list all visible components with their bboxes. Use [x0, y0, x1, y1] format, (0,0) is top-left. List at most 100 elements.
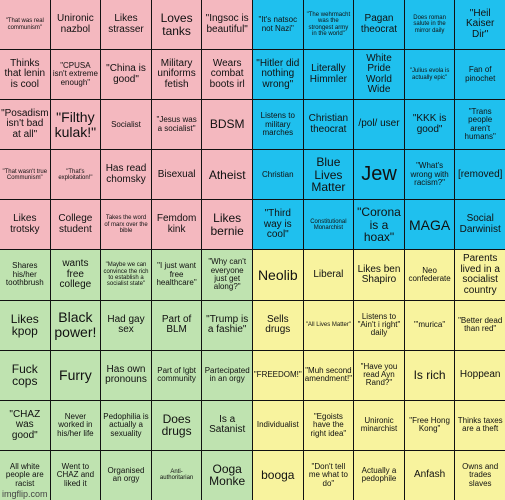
- bingo-cell: Thinks that lenin is cool: [0, 50, 50, 100]
- bingo-cell: "Jesus was a socialist": [151, 100, 202, 150]
- bingo-cell: Had gay sex: [101, 300, 151, 350]
- bingo-cell: Part of BLM: [151, 300, 202, 350]
- bingo-cell: Sells drugs: [252, 300, 303, 350]
- bingo-cell: Is a Satanist: [202, 400, 252, 450]
- bingo-cell: Furry: [50, 350, 101, 400]
- bingo-cell: Individualist: [252, 400, 303, 450]
- bingo-cell: Neo confederate: [404, 250, 455, 300]
- bingo-cell: Christian: [252, 150, 303, 200]
- bingo-cell: Likes strasser: [101, 0, 151, 50]
- bingo-cell: Blue Lives Matter: [303, 150, 354, 200]
- bingo-cell: MAGA: [404, 200, 455, 250]
- bingo-cell: Thinks taxes are a theft: [455, 400, 505, 450]
- bingo-cell: Literally Himmler: [303, 50, 354, 100]
- bingo-cell: Pagan theocrat: [354, 0, 404, 50]
- bingo-cell: Femdom kink: [151, 200, 202, 250]
- bingo-cell: "'murica": [404, 300, 455, 350]
- bingo-cell: Likes ben Shapiro: [354, 250, 404, 300]
- bingo-cell: Atheist: [202, 150, 252, 200]
- bingo-cell: Christian theocrat: [303, 100, 354, 150]
- bingo-cell: "It's natsoc not Nazi": [252, 0, 303, 50]
- bingo-cell: Shares his/her toothbrush: [0, 250, 50, 300]
- bingo-cell: "Have you read Ayn Rand?": [354, 350, 404, 400]
- bingo-cell: Unironic minarchist: [354, 400, 404, 450]
- bingo-cell: "The wehrmacht was the strongest army in…: [303, 0, 354, 50]
- bingo-cell: "Muh second amendment!": [303, 350, 354, 400]
- bingo-cell: Black power!: [50, 300, 101, 350]
- bingo-cell: College student: [50, 200, 101, 250]
- bingo-cell: Likes kpop: [0, 300, 50, 350]
- bingo-cell: Organised an orgy: [101, 450, 151, 500]
- bingo-cell: "China is good": [101, 50, 151, 100]
- bingo-cell: Fuck cops: [0, 350, 50, 400]
- bingo-cell: Bisexual: [151, 150, 202, 200]
- bingo-cell: "Julius evola is actually epic": [404, 50, 455, 100]
- bingo-cell: "CPUSA isn't extreme enough": [50, 50, 101, 100]
- bingo-cell: Social Darwinist: [455, 200, 505, 250]
- bingo-cell: Likes bernie: [202, 200, 252, 250]
- bingo-cell: "Ingsoc is beautiful": [202, 0, 252, 50]
- bingo-cell: "That was real communism": [0, 0, 50, 50]
- bingo-cell: "FREEDOM!": [252, 350, 303, 400]
- bingo-cell: "Corona is a hoax": [354, 200, 404, 250]
- bingo-cell: "Heil Kaiser Dir": [455, 0, 505, 50]
- bingo-cell: Liberal: [303, 250, 354, 300]
- bingo-cell: "Why can't everyone just get along?": [202, 250, 252, 300]
- bingo-cell: Pedophilia is actually a sexuality: [101, 400, 151, 450]
- bingo-cell: Ooga Monke: [202, 450, 252, 500]
- bingo-cell: Jew: [354, 150, 404, 200]
- bingo-cell: "Trump is a fashie": [202, 300, 252, 350]
- watermark: imgflip.com: [2, 489, 48, 499]
- bingo-cell: Has own pronouns: [101, 350, 151, 400]
- bingo-cell: Is rich: [404, 350, 455, 400]
- bingo-cell: Has read chomsky: [101, 150, 151, 200]
- bingo-cell: "CHAZ was good": [0, 400, 50, 450]
- bingo-cell: "What's wrong with racism?": [404, 150, 455, 200]
- bingo-cell: "That's exploitation!": [50, 150, 101, 200]
- bingo-cell: Owns and trades slaves: [455, 450, 505, 500]
- bingo-cell: White Pride World Wide: [354, 50, 404, 100]
- bingo-cell: Does roman salute in the mirror daily: [404, 0, 455, 50]
- bingo-cell: Went to CHAZ and liked it: [50, 450, 101, 500]
- bingo-cell: "Trans people aren't humans": [455, 100, 505, 150]
- bingo-cell: "Maybe we can convince the rich to estab…: [101, 250, 151, 300]
- bingo-cell: Likes trotsky: [0, 200, 50, 250]
- bingo-cell: wants free college: [50, 250, 101, 300]
- bingo-cell: Partecipated in an orgy: [202, 350, 252, 400]
- bingo-cell: All white people are racist: [0, 450, 50, 500]
- bingo-cell: Does drugs: [151, 400, 202, 450]
- bingo-cell: "Hitler did nothing wrong": [252, 50, 303, 100]
- bingo-cell: Takes the word of marx over the bible: [101, 200, 151, 250]
- bingo-cell: Parents lived in a socialist country: [455, 250, 505, 300]
- bingo-cell: "Don't tell me what to do": [303, 450, 354, 500]
- bingo-cell: "Free Hong Kong": [404, 400, 455, 450]
- bingo-cell: "KKK is good": [404, 100, 455, 150]
- bingo-cell: "Third way is cool": [252, 200, 303, 250]
- bingo-cell: "That wasn't true Communism": [0, 150, 50, 200]
- bingo-cell: "Posadism isn't bad at all": [0, 100, 50, 150]
- bingo-cell: Wears combat boots irl: [202, 50, 252, 100]
- bingo-cell: Hoppean: [455, 350, 505, 400]
- bingo-cell: "I just want free healthcare": [151, 250, 202, 300]
- bingo-cell: Military uniforms fetish: [151, 50, 202, 100]
- bingo-cell: Part of lgbt community: [151, 350, 202, 400]
- bingo-cell: "All Lives Matter": [303, 300, 354, 350]
- bingo-cell: booga: [252, 450, 303, 500]
- bingo-cell: Socialist: [101, 100, 151, 150]
- bingo-cell: Anfash: [404, 450, 455, 500]
- bingo-cell: Anti-authoritarian: [151, 450, 202, 500]
- bingo-cell: Listens to "Ain't i right" daily: [354, 300, 404, 350]
- bingo-cell: Never worked in his/her life: [50, 400, 101, 450]
- bingo-cell: Actually a pedophile: [354, 450, 404, 500]
- bingo-cell: Fan of pinochet: [455, 50, 505, 100]
- bingo-cell: BDSM: [202, 100, 252, 150]
- bingo-cell: [removed]: [455, 150, 505, 200]
- bingo-cell: Neolib: [252, 250, 303, 300]
- bingo-cell: "Better dead than red": [455, 300, 505, 350]
- bingo-cell: Unironic nazbol: [50, 0, 101, 50]
- bingo-cell: Constitutional Monarchist: [303, 200, 354, 250]
- bingo-cell: "Egoists have the right idea": [303, 400, 354, 450]
- bingo-cell: Listens to military marches: [252, 100, 303, 150]
- bingo-cell: /pol/ user: [354, 100, 404, 150]
